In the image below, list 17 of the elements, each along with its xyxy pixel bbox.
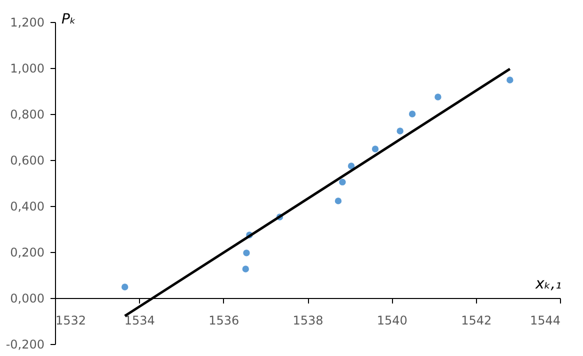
x-axis-title: xₖ,₁ (534, 274, 562, 292)
y-tick-label: 0,800 (10, 108, 44, 122)
x-tick-label: 1538 (292, 314, 324, 328)
x-tick-label: 1540 (376, 314, 408, 328)
y-tick-label: -0,200 (6, 338, 44, 352)
x-tick-label: 1542 (461, 314, 492, 328)
y-tick-label: 1,000 (10, 62, 44, 76)
x-tick-label: 1544 (530, 314, 560, 328)
x-tick-label: 1536 (208, 314, 240, 328)
y-tick-label: 1,200 (10, 16, 44, 30)
y-tick-label: 0,600 (10, 154, 44, 168)
x-tick-label: 1532 (56, 314, 86, 328)
x-tick-label: 1534 (124, 314, 155, 328)
y-tick-label: 0,000 (10, 292, 44, 306)
y-axis-title: Pₖ (62, 12, 76, 28)
y-tick-label: 0,200 (10, 246, 44, 260)
y-tick-label: 0,400 (10, 200, 44, 214)
